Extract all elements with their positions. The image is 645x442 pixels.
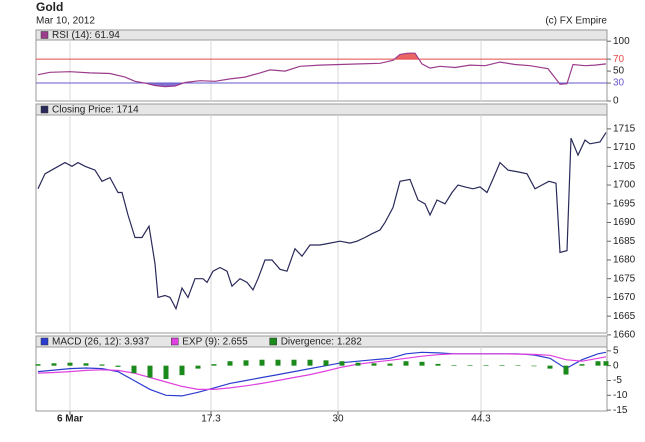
divergence-bar bbox=[259, 359, 265, 366]
y-tick-label: 30 bbox=[613, 78, 625, 89]
divergence-bar bbox=[227, 361, 233, 366]
divergence-bar bbox=[515, 365, 521, 366]
divergence-bar bbox=[579, 364, 585, 366]
divergence-bar bbox=[603, 361, 609, 366]
legend-label: Divergence: 1.282 bbox=[281, 337, 363, 348]
y-tick-label: 1705 bbox=[613, 161, 636, 172]
series-line bbox=[37, 353, 607, 390]
y-tick-label: -5 bbox=[613, 375, 622, 386]
divergence-bar bbox=[275, 359, 281, 366]
divergence-bar bbox=[83, 363, 89, 366]
y-tick-label: 1665 bbox=[613, 311, 636, 322]
y-tick-label: 1700 bbox=[613, 180, 636, 191]
y-tick-label: 1695 bbox=[613, 198, 636, 209]
divergence-bar bbox=[467, 365, 473, 366]
legend-label: Closing Price: 1714 bbox=[52, 105, 139, 116]
divergence-bar bbox=[115, 365, 121, 367]
y-tick-label: 1715 bbox=[613, 123, 636, 134]
panel bbox=[35, 103, 608, 334]
y-tick-label: 1675 bbox=[613, 273, 636, 284]
panel-header bbox=[35, 335, 608, 348]
legend-swatch bbox=[269, 337, 277, 346]
divergence-bar bbox=[67, 362, 73, 366]
divergence-bar bbox=[531, 365, 537, 367]
divergence-bar bbox=[35, 364, 41, 366]
divergence-bar bbox=[563, 365, 569, 375]
y-tick-label: 0 bbox=[613, 360, 619, 371]
y-tick-label: -15 bbox=[613, 405, 628, 416]
divergence-bar bbox=[195, 365, 201, 369]
legend-swatch bbox=[40, 31, 49, 39]
source: (c) FX Empire bbox=[545, 16, 607, 27]
y-tick-label: 1670 bbox=[613, 292, 636, 303]
series-line bbox=[37, 52, 607, 88]
divergence-bar bbox=[163, 365, 169, 379]
divergence-bar bbox=[371, 363, 377, 366]
legend-swatch bbox=[40, 337, 49, 346]
legend-label: RSI (14): 61.94 bbox=[52, 30, 120, 41]
divergence-bar bbox=[547, 365, 553, 369]
x-tick-label: 17.3 bbox=[201, 414, 221, 425]
divergence-bar bbox=[355, 362, 361, 366]
divergence-bar bbox=[323, 360, 329, 366]
divergence-bar bbox=[243, 360, 249, 366]
y-tick-label: 1685 bbox=[613, 236, 636, 247]
divergence-bar bbox=[99, 364, 105, 366]
divergence-bar bbox=[451, 365, 457, 366]
panel-header bbox=[35, 29, 608, 41]
y-tick-label: -10 bbox=[613, 390, 628, 401]
date: Mar 10, 2012 bbox=[36, 16, 95, 27]
panel-header bbox=[35, 103, 608, 116]
y-tick-label: 0 bbox=[613, 96, 619, 107]
divergence-bar bbox=[499, 365, 505, 366]
title: Gold bbox=[36, 0, 63, 14]
divergence-bar bbox=[51, 363, 57, 366]
legend-swatch bbox=[40, 105, 49, 114]
y-tick-label: 1690 bbox=[613, 217, 636, 228]
divergence-bar bbox=[387, 363, 393, 366]
divergence-bar bbox=[179, 365, 185, 376]
divergence-bar bbox=[131, 365, 137, 374]
divergence-bar bbox=[595, 361, 601, 366]
y-tick-label: 100 bbox=[613, 36, 630, 47]
panel bbox=[35, 335, 608, 412]
y-tick-label: 1710 bbox=[613, 142, 636, 153]
divergence-bar bbox=[339, 361, 345, 366]
legend-label: EXP (9): 2.655 bbox=[182, 337, 248, 348]
x-tick-label: 44.3 bbox=[471, 414, 491, 425]
divergence-bar bbox=[483, 365, 489, 366]
y-tick-label: 5 bbox=[613, 345, 619, 356]
divergence-bar bbox=[419, 361, 425, 366]
y-tick-label: 70 bbox=[613, 54, 625, 65]
y-tick-label: 1660 bbox=[613, 330, 636, 341]
x-tick-label: 6 Mar bbox=[57, 414, 83, 425]
divergence-bar bbox=[435, 363, 441, 366]
divergence-bar bbox=[403, 361, 409, 366]
y-tick-label: 1680 bbox=[613, 255, 636, 266]
legend-label: MACD (26, 12): 3.937 bbox=[52, 337, 150, 348]
divergence-bar bbox=[211, 364, 217, 366]
x-tick-label: 30 bbox=[332, 414, 344, 425]
divergence-bar bbox=[147, 365, 153, 378]
legend-swatch bbox=[171, 337, 179, 346]
series-line bbox=[37, 132, 607, 311]
y-tick-label: 50 bbox=[613, 66, 625, 77]
divergence-bar bbox=[307, 359, 313, 366]
divergence-bar bbox=[291, 359, 297, 366]
